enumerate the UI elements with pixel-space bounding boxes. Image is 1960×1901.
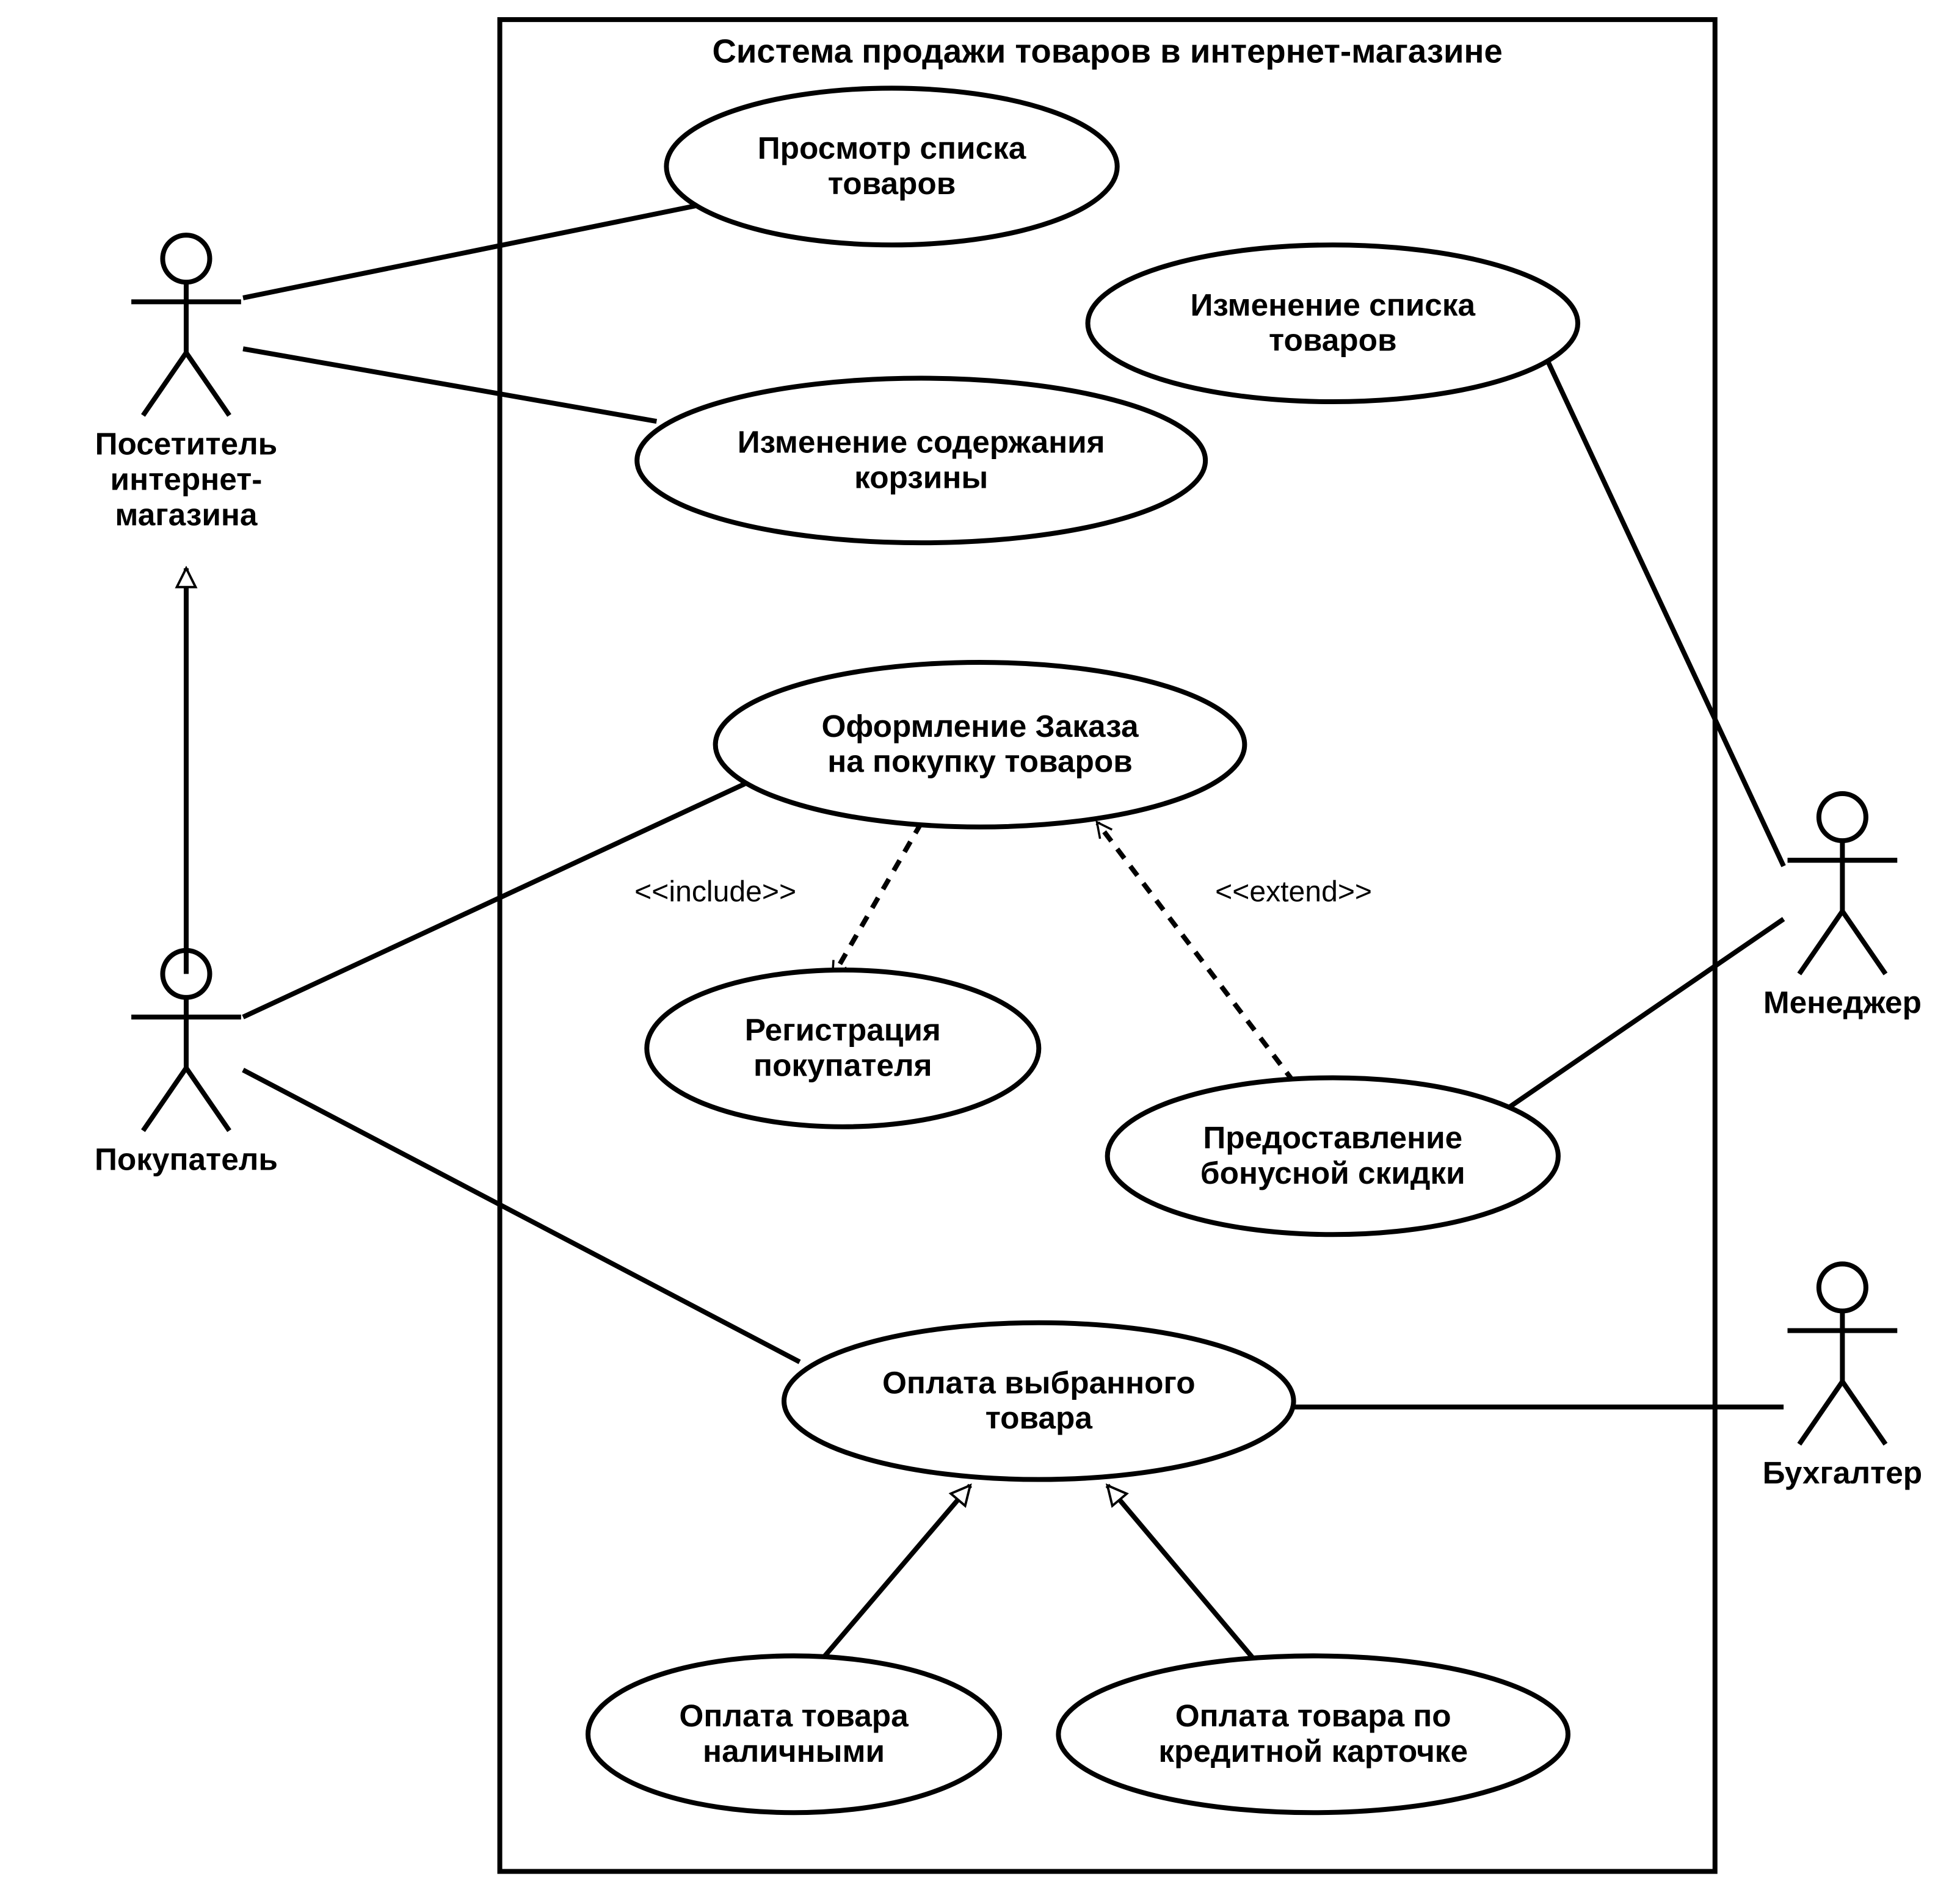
usecase-label: Предоставление	[1203, 1120, 1462, 1155]
usecase-label: кредитной карточке	[1158, 1734, 1468, 1769]
usecase-label: Просмотр списка	[758, 131, 1026, 165]
edge-generalization-9	[1108, 1485, 1255, 1660]
usecase-label: Регистрация	[745, 1013, 941, 1048]
actor-accountant: Бухгалтер	[1763, 1264, 1923, 1490]
edge-assoc-4	[1548, 363, 1784, 866]
usecase-label: товаров	[828, 166, 956, 201]
edge-assoc-0	[243, 206, 696, 298]
usecase-label: Оплата выбранного	[882, 1365, 1196, 1400]
actor-label: Посетитель	[95, 427, 278, 462]
edge-assoc-3	[243, 1070, 800, 1362]
actor-label: Бухгалтер	[1763, 1455, 1923, 1490]
edge-assoc-5	[1509, 919, 1784, 1107]
usecase-label: товара	[985, 1400, 1093, 1435]
actor-label: магазина	[115, 497, 258, 532]
usecase-label: наличными	[703, 1734, 885, 1769]
use-case-diagram: Система продажи товаров в интернет-магаз…	[0, 0, 1960, 1901]
usecase-uc_reg: Регистрацияпокупателя	[647, 970, 1039, 1127]
usecase-label: бонусной скидки	[1200, 1156, 1465, 1190]
actor-buyer: Покупатель	[95, 950, 278, 1177]
system-title: Система продажи товаров в интернет-магаз…	[713, 33, 1503, 70]
usecase-uc_order: Оформление Заказана покупку товаров	[716, 662, 1245, 827]
usecase-uc_view: Просмотр спискатоваров	[666, 88, 1117, 245]
usecase-uc_bonus: Предоставлениебонусной скидки	[1108, 1077, 1558, 1234]
actor-label: Менеджер	[1763, 985, 1922, 1020]
usecase-label: покупателя	[753, 1048, 932, 1082]
usecase-label: Оформление Заказа	[821, 709, 1139, 744]
usecase-label: Изменение списка	[1191, 288, 1476, 322]
usecase-label: Оплата товара по	[1175, 1698, 1451, 1733]
actor-label: Покупатель	[95, 1142, 278, 1176]
usecase-label: товаров	[1269, 323, 1397, 358]
actor-visitor: Посетительинтернет-магазина	[95, 235, 278, 532]
usecase-uc_cart: Изменение содержаниякорзины	[637, 378, 1205, 543]
edge-label-include: <<include>>	[634, 875, 796, 908]
usecase-label: на покупку товаров	[827, 744, 1133, 779]
usecase-uc_cash: Оплата товараналичными	[588, 1656, 1000, 1812]
actor-manager: Менеджер	[1763, 794, 1922, 1020]
edge-generalization-8	[823, 1485, 970, 1657]
usecase-uc_card: Оплата товара покредитной карточке	[1058, 1656, 1568, 1812]
edge-include-10	[833, 823, 921, 976]
actor-label: интернет-	[111, 462, 263, 496]
usecase-uc_pay: Оплата выбранноготовара	[784, 1323, 1294, 1480]
usecase-label: Изменение содержания	[738, 425, 1105, 460]
edge-label-extend: <<extend>>	[1215, 875, 1372, 908]
usecase-label: корзины	[854, 460, 988, 494]
usecase-uc_modlist: Изменение спискатоваров	[1088, 245, 1578, 402]
usecase-label: Оплата товара	[679, 1698, 909, 1733]
edge-extend-11	[1098, 823, 1294, 1082]
edge-assoc-1	[243, 349, 656, 421]
